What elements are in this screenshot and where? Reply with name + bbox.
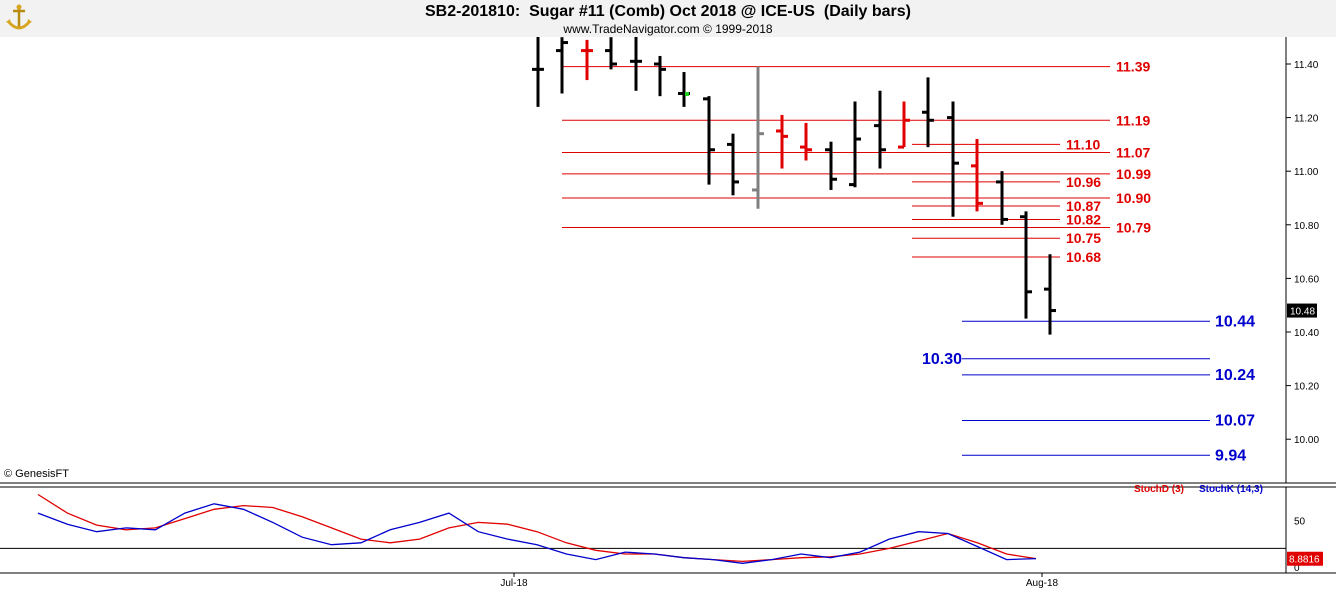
price-tick-label: 10.40 [1294, 328, 1319, 339]
time-tick-label: Aug-18 [1026, 578, 1059, 589]
stoch-last-value-box [1287, 551, 1323, 566]
chart-subtitle: www.TradeNavigator.com © 1999-2018 [563, 22, 773, 36]
level-label-11-07: 11.07 [1116, 144, 1150, 160]
time-axis-group: Jul-18 Aug-18 [500, 573, 1059, 589]
level-label-11-19: 11.19 [1116, 112, 1150, 128]
last-price-box [1287, 303, 1317, 318]
level-label-10-75: 10.75 [1066, 230, 1101, 246]
stoch-line-k [37, 503, 1037, 564]
copyright-text: © GenesisFT [4, 468, 69, 480]
stoch-tick-label: 50 [1294, 517, 1306, 528]
level-label-11-10: 11.10 [1066, 136, 1100, 152]
price-axis-panel [1286, 37, 1336, 483]
levels-group: 11.39 11.19 11.10 11.07 10.99 10.96 10.90 10.87… [562, 59, 1255, 464]
price-tick-label: 11.00 [1294, 167, 1319, 178]
stoch-tick-label: 0 [1294, 563, 1300, 574]
stochastic-group: 50 0 StochD (3) StochK (14,3) 8.8816 [0, 484, 1323, 574]
level-label-10-07: 10.07 [1215, 412, 1255, 429]
level-label-10-44: 10.44 [1215, 313, 1255, 330]
level-label-10-24: 10.24 [1215, 367, 1255, 384]
bars-group [532, 37, 1056, 335]
price-tick-label: 11.20 [1294, 114, 1319, 125]
price-axis-group: 11.40 11.20 11.00 10.80 10.60 10.40 10.20 10.00… [1286, 60, 1319, 446]
level-label-10-87: 10.87 [1066, 198, 1101, 214]
level-label-10-30: 10.30 [922, 351, 962, 368]
stoch-line-d [37, 493, 1037, 563]
chart-area: 11.39 11.19 11.10 11.07 10.99 10.96 10.90 10.87… [0, 37, 1336, 589]
time-tick-label: Jul-18 [500, 578, 528, 589]
stoch-last-value-label: 8.8816 [1289, 555, 1320, 566]
level-label-10-79: 10.79 [1116, 219, 1151, 235]
price-tick-label: 11.40 [1294, 60, 1319, 71]
level-label-9-94: 9.94 [1215, 447, 1246, 464]
trade-navigator-logo-icon [3, 3, 35, 35]
level-label-10-90: 10.90 [1116, 190, 1151, 206]
price-tick-label: 10.60 [1294, 274, 1319, 285]
chart-title: SB2-201810: Sugar #11 (Comb) Oct 2018 @ … [425, 3, 911, 20]
title-bar: SB2-201810: Sugar #11 (Comb) Oct 2018 @ … [0, 0, 1336, 38]
price-tick-label: 10.80 [1294, 221, 1319, 232]
level-label-10-68: 10.68 [1066, 249, 1101, 265]
stoch-legend-item: StochD (3) [1134, 484, 1184, 495]
stoch-legend-item: StochK (14,3) [1199, 484, 1263, 495]
price-tick-label: 10.20 [1294, 382, 1319, 393]
level-label-10-99: 10.99 [1116, 166, 1151, 182]
level-label-11-39: 11.39 [1116, 59, 1150, 75]
price-panel [0, 37, 1286, 483]
signal-marker-icon [685, 92, 689, 96]
last-price-label: 10.48 [1290, 307, 1315, 318]
price-tick-label: 10.00 [1294, 435, 1319, 446]
level-label-10-96: 10.96 [1066, 174, 1101, 190]
level-label-10-82: 10.82 [1066, 211, 1101, 227]
